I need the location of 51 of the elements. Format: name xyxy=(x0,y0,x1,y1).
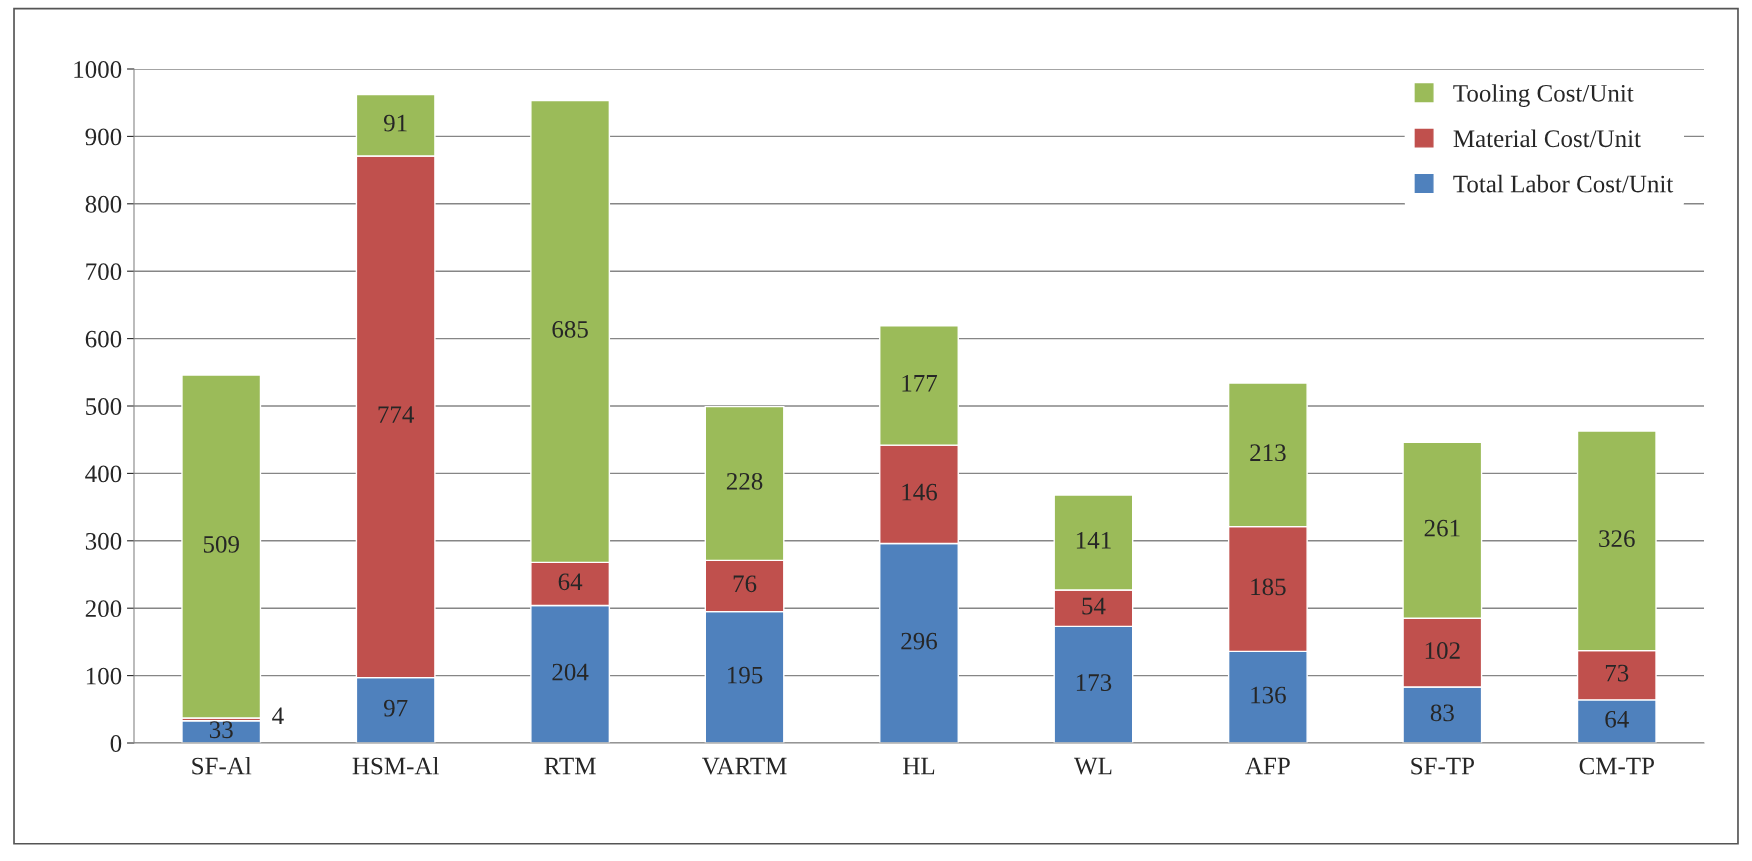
legend-label: Total Labor Cost/Unit xyxy=(1453,174,1674,193)
y-tick-label: 400 xyxy=(85,465,122,483)
data-label: 228 xyxy=(726,472,763,490)
bar xyxy=(181,374,262,719)
y-tick-label: 900 xyxy=(85,128,122,146)
data-label: 326 xyxy=(1599,530,1635,548)
data-label: 261 xyxy=(1424,519,1460,537)
data-label: 91 xyxy=(383,114,407,132)
x-tick-label: CM-TP xyxy=(1579,757,1654,775)
data-label: 774 xyxy=(378,406,415,423)
data-label: 296 xyxy=(901,632,937,650)
y-tick-label: 1000 xyxy=(74,61,122,78)
data-label: 64 xyxy=(1605,710,1629,728)
data-label: 204 xyxy=(552,663,589,681)
legend-label: Tooling Cost/Unit xyxy=(1453,84,1634,107)
data-label: 76 xyxy=(733,575,757,593)
y-tick-label: 800 xyxy=(85,195,122,213)
y-tick-label: 700 xyxy=(86,263,122,281)
y-tick-label: 500 xyxy=(86,398,122,415)
x-tick-label: HSM-Al xyxy=(352,756,439,775)
data-label: 33 xyxy=(209,721,233,739)
data-label: 141 xyxy=(1076,531,1111,549)
data-label: 73 xyxy=(1605,664,1629,682)
data-label: 102 xyxy=(1425,642,1460,659)
data-label: 83 xyxy=(1430,704,1454,722)
data-label: 97 xyxy=(383,699,408,717)
data-label: 146 xyxy=(902,483,937,501)
x-tick-label: HL xyxy=(903,757,935,775)
x-tick-label: WL xyxy=(1074,757,1112,775)
data-label: 54 xyxy=(1082,597,1106,615)
data-label: 509 xyxy=(203,535,239,553)
x-tick-label: AFP xyxy=(1245,757,1290,775)
data-label: 173 xyxy=(1076,674,1112,691)
data-label: 213 xyxy=(1250,444,1286,462)
data-label: 64 xyxy=(558,573,583,591)
x-tick-label: RTM xyxy=(544,757,596,775)
y-tick-label: 300 xyxy=(85,532,122,550)
y-tick-label: 100 xyxy=(86,667,122,685)
y-tick-label: 600 xyxy=(85,330,122,348)
data-label: 177 xyxy=(902,374,938,392)
data-label: 185 xyxy=(1251,578,1286,596)
x-tick-label: SF-TP xyxy=(1411,757,1474,775)
data-label: 136 xyxy=(1251,686,1286,704)
data-label: 685 xyxy=(552,320,588,338)
legend-label: Material Cost/Unit xyxy=(1453,129,1641,148)
data-label: 195 xyxy=(728,666,763,684)
y-tick-label: 200 xyxy=(85,600,122,618)
y-tick-label: 0 xyxy=(110,735,122,752)
x-tick-label: SF-Al xyxy=(192,756,252,775)
x-tick-label: VARTM xyxy=(702,757,787,775)
data-label: 4 xyxy=(272,707,284,725)
